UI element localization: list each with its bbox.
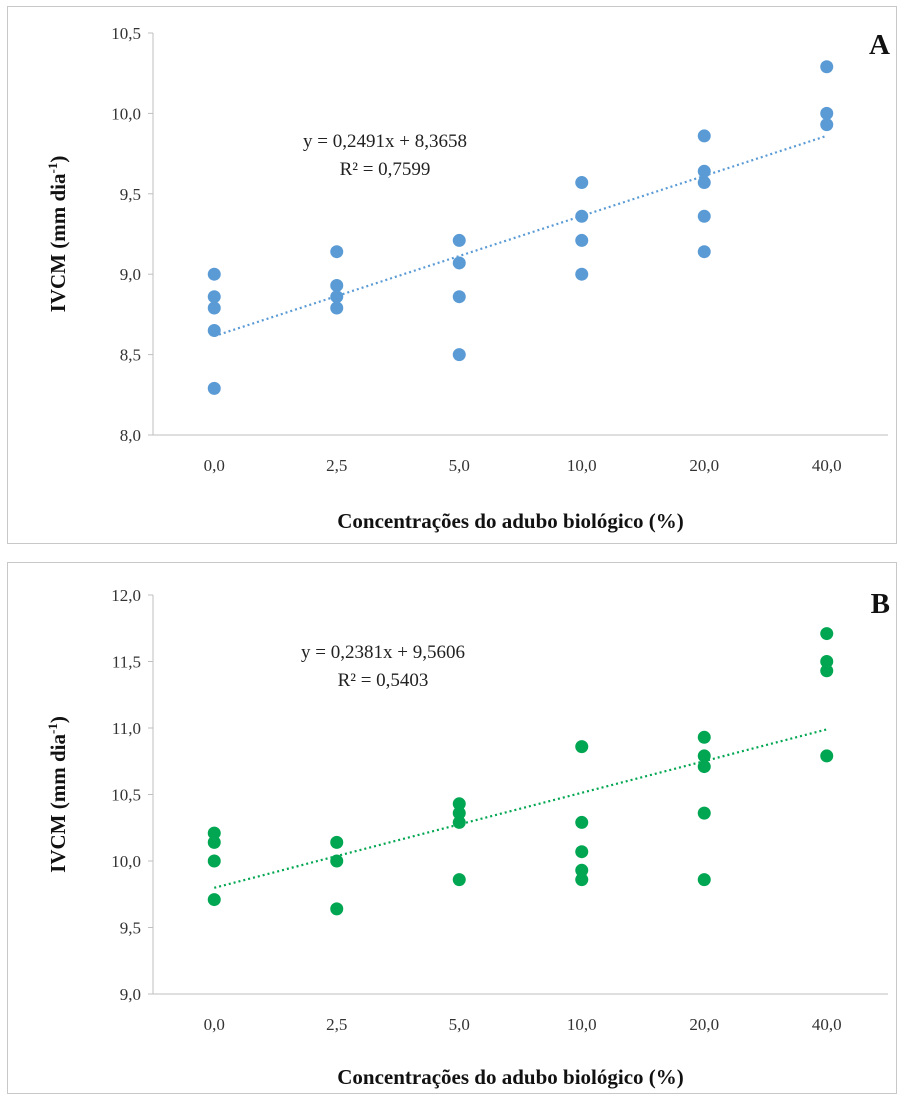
data-point xyxy=(207,826,221,840)
data-point xyxy=(207,323,221,337)
x-tick-label: 20,0 xyxy=(689,456,719,475)
y-tick-label: 10,0 xyxy=(111,104,141,123)
data-point xyxy=(452,797,466,811)
data-point xyxy=(330,245,344,259)
x-tick-label: 40,0 xyxy=(812,456,842,475)
data-point xyxy=(820,118,834,132)
data-point xyxy=(820,749,834,763)
y-tick-label: 11,0 xyxy=(112,719,141,738)
y-tick-label: 10,5 xyxy=(111,786,141,805)
y-tick-label: 11,5 xyxy=(112,653,141,672)
data-point xyxy=(697,873,711,887)
chart-a-svg: 8,0 8,5 9,0 9,5 10,0 10,5 0,0 2,5 5,0 10,0 20,0 40,… xyxy=(45,24,890,533)
x-tick-label: 0,0 xyxy=(204,1015,225,1034)
data-point xyxy=(697,129,711,143)
y-axis-title: IVCM (mm dia-1) xyxy=(45,716,70,873)
data-point xyxy=(452,873,466,887)
data-point xyxy=(697,730,711,744)
data-point xyxy=(207,301,221,315)
data-point xyxy=(452,815,466,829)
data-point xyxy=(575,863,589,877)
y-tick-label: 10,0 xyxy=(111,852,141,871)
data-point xyxy=(452,348,466,362)
data-point xyxy=(330,290,344,304)
y-tick-label: 12,0 xyxy=(111,586,141,605)
y-axis-title-superscript: -1 xyxy=(45,723,60,734)
data-point xyxy=(575,209,589,223)
data-point xyxy=(575,740,589,754)
data-point xyxy=(697,760,711,774)
data-point xyxy=(697,749,711,763)
data-point xyxy=(330,301,344,315)
data-point xyxy=(330,278,344,292)
data-point xyxy=(207,381,221,395)
y-axis-title-main: IVCM (mm dia xyxy=(46,173,70,312)
x-axis-title: Concentrações do adubo biológico (%) xyxy=(337,1065,684,1089)
r-squared-label: R² = 0,5403 xyxy=(338,670,429,691)
y-tick-label: 9,0 xyxy=(120,985,141,1004)
data-point xyxy=(697,245,711,259)
y-tick-label: 9,0 xyxy=(120,265,141,284)
data-point xyxy=(207,893,221,907)
data-point xyxy=(207,854,221,868)
y-tick-label: 8,5 xyxy=(120,346,141,365)
data-point xyxy=(820,106,834,120)
y-tick-label: 10,5 xyxy=(111,24,141,43)
data-point xyxy=(452,806,466,820)
data-point xyxy=(575,815,589,829)
x-tick-label: 2,5 xyxy=(326,1015,347,1034)
data-point xyxy=(697,176,711,190)
trendline xyxy=(213,134,828,338)
x-tick-label: 0,0 xyxy=(204,456,225,475)
data-point xyxy=(207,267,221,281)
data-point xyxy=(820,60,834,74)
chart-panel-b: 9,0 9,5 10,0 10,5 11,0 11,5 12,0 0,0 2,5 5,0 10,0 2… xyxy=(7,562,897,1094)
x-axis-title: Concentrações do adubo biológico (%) xyxy=(337,509,684,533)
data-point xyxy=(452,233,466,247)
x-tick-label: 10,0 xyxy=(567,456,597,475)
data-point xyxy=(330,835,344,849)
y-axis-title-main: IVCM (mm dia xyxy=(46,734,70,873)
x-tick-label: 40,0 xyxy=(812,1015,842,1034)
data-point xyxy=(820,664,834,678)
data-point xyxy=(452,290,466,304)
data-point xyxy=(207,290,221,304)
x-tick-label: 2,5 xyxy=(326,456,347,475)
trend-equation: y = 0,2491x + 8,3658 xyxy=(303,131,467,152)
data-point xyxy=(820,655,834,668)
y-axis-title-close: ) xyxy=(46,716,70,723)
data-point xyxy=(575,873,589,887)
y-tick-label: 9,5 xyxy=(120,185,141,204)
y-axis-title: IVCM (mm dia-1) xyxy=(45,156,70,313)
data-point xyxy=(452,256,466,270)
data-point xyxy=(575,845,589,859)
chart-b-svg: 9,0 9,5 10,0 10,5 11,0 11,5 12,0 0,0 2,5 5,0 10,0 2… xyxy=(45,586,890,1089)
data-point xyxy=(330,902,344,916)
chart-panel-a: 8,0 8,5 9,0 9,5 10,0 10,5 0,0 2,5 5,0 10,0 20,0 40,… xyxy=(7,6,897,544)
data-point xyxy=(207,835,221,849)
data-point xyxy=(575,233,589,247)
x-tick-label: 5,0 xyxy=(449,1015,470,1034)
y-axis-title-close: ) xyxy=(46,156,70,163)
trendline xyxy=(213,728,828,889)
x-tick-label: 10,0 xyxy=(567,1015,597,1034)
data-point xyxy=(697,806,711,820)
data-point xyxy=(697,164,711,178)
y-tick-label: 8,0 xyxy=(120,426,141,445)
y-axis-title-superscript: -1 xyxy=(45,163,60,174)
data-point xyxy=(575,267,589,281)
data-point xyxy=(820,627,834,641)
data-point xyxy=(330,854,344,868)
y-tick-label: 9,5 xyxy=(120,919,141,938)
x-tick-label: 20,0 xyxy=(689,1015,719,1034)
data-point xyxy=(697,209,711,223)
r-squared-label: R² = 0,7599 xyxy=(340,159,431,180)
panel-letter-label: B xyxy=(871,588,890,620)
data-point xyxy=(575,176,589,190)
panel-letter-label: A xyxy=(869,29,890,61)
trend-equation: y = 0,2381x + 9,5606 xyxy=(301,642,465,663)
x-tick-label: 5,0 xyxy=(449,456,470,475)
